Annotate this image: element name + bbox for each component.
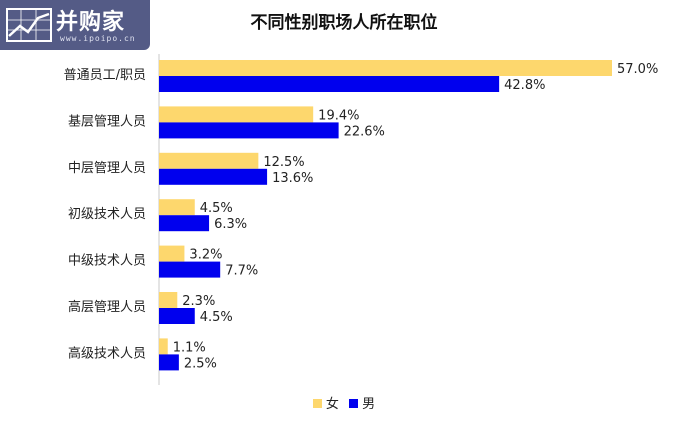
bar-male bbox=[159, 261, 221, 278]
bar-chart: 普通员工/职员 57.0% 42.8% 基层管理人员 19.4%22.6% 中层管理人员 1… bbox=[64, 54, 658, 385]
data-label: 42.8% bbox=[504, 78, 545, 93]
data-label: 57.0% bbox=[617, 62, 658, 77]
category-label: 中层管理人员 bbox=[68, 161, 146, 176]
legend-item-female: 女 bbox=[312, 393, 339, 412]
category-label: 基层管理人员 bbox=[68, 114, 146, 129]
bar-female bbox=[159, 245, 185, 262]
data-label: 12.5% bbox=[263, 155, 304, 170]
data-label: 13.6% bbox=[272, 171, 313, 186]
bar-female bbox=[159, 199, 195, 216]
legend-item-male: 男 bbox=[349, 393, 375, 412]
bar-female bbox=[159, 152, 259, 169]
chart-title: 不同性别职场人所在职位 bbox=[250, 13, 438, 33]
bar-female bbox=[159, 338, 168, 355]
bar-female bbox=[159, 292, 178, 308]
bar-female bbox=[159, 60, 612, 76]
category-label: 初级技术人员 bbox=[68, 207, 146, 222]
category-label: 中级技术人员 bbox=[68, 254, 146, 269]
logo-url: www.ipoipo.cn bbox=[60, 34, 136, 43]
data-label: 7.7% bbox=[225, 264, 258, 279]
bar-male bbox=[159, 76, 500, 92]
data-label: 4.5% bbox=[200, 201, 233, 216]
data-label: 19.4% bbox=[318, 108, 359, 123]
data-label: 2.3% bbox=[182, 294, 215, 309]
legend-label-male: 男 bbox=[362, 397, 376, 412]
legend-swatch-female bbox=[312, 399, 322, 408]
bar-male bbox=[159, 308, 195, 324]
bar-male bbox=[159, 354, 179, 371]
logo-brand: 并购家 bbox=[56, 10, 126, 35]
data-label: 22.6% bbox=[344, 124, 385, 139]
bar-female bbox=[159, 106, 314, 123]
chart-logo-icon bbox=[6, 8, 52, 42]
legend: 女 男 bbox=[0, 393, 688, 412]
bar-male bbox=[159, 215, 210, 232]
logo: 并购家 www.ipoipo.cn bbox=[0, 0, 150, 50]
legend-swatch-male bbox=[349, 399, 359, 408]
bar-male bbox=[159, 122, 339, 139]
bar-male bbox=[159, 168, 268, 185]
legend-label-female: 女 bbox=[325, 397, 339, 412]
data-label: 1.1% bbox=[173, 340, 206, 355]
category-label: 高级技术人员 bbox=[68, 345, 146, 361]
category-label: 普通员工/职员 bbox=[64, 68, 146, 83]
data-label: 3.2% bbox=[189, 248, 222, 263]
data-label: 6.3% bbox=[214, 217, 247, 232]
data-label: 2.5% bbox=[184, 356, 217, 371]
data-label: 4.5% bbox=[200, 310, 233, 325]
category-label: 高层管理人员 bbox=[68, 299, 146, 315]
